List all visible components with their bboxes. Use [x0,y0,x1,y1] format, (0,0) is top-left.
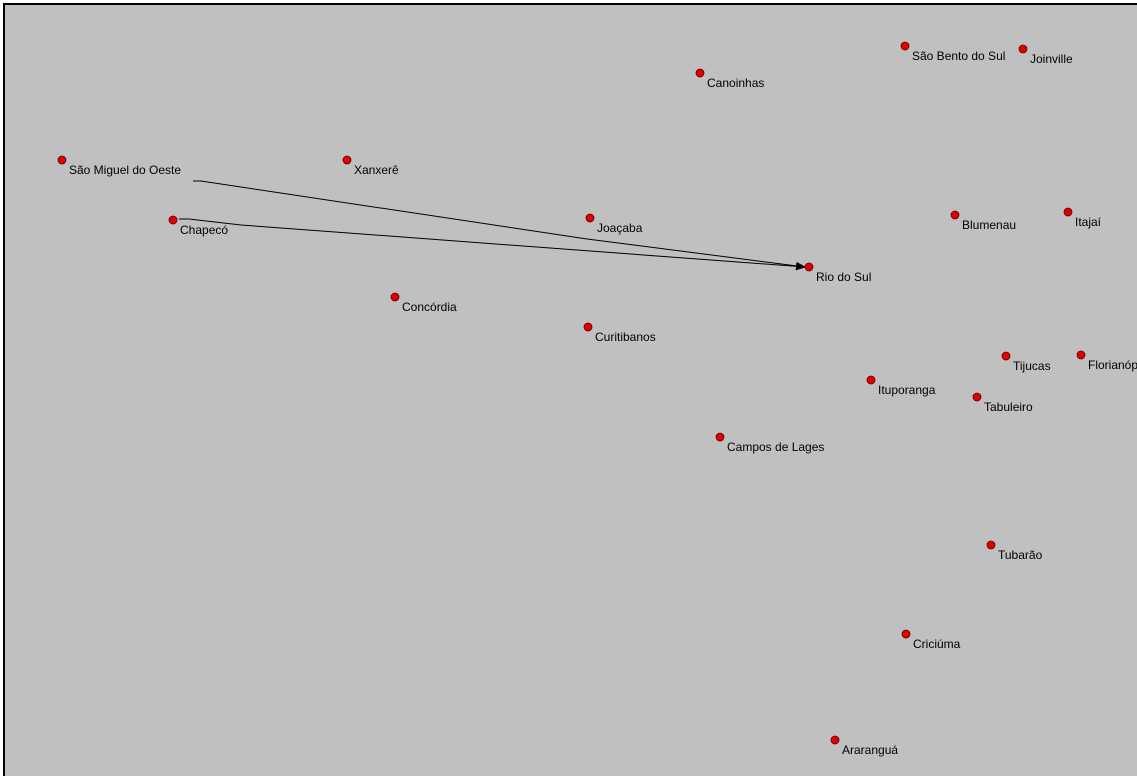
edges-layer [179,180,806,271]
city-label: São Miguel do Oeste [69,163,181,177]
city-node-joacaba[interactable]: Joaçaba [585,213,643,235]
city-node-tubarao[interactable]: Tubarão [986,540,1043,562]
edge-sao-miguel-do-oeste-to-rio-do-sul[interactable] [193,180,806,270]
city-node-canoinhas[interactable]: Canoinhas [695,68,764,90]
city-node-blumenau[interactable]: Blumenau [950,210,1016,232]
edge-chapeco-to-rio-do-sul[interactable] [179,218,806,271]
city-marker[interactable] [986,540,996,550]
city-node-itajai[interactable]: Itajaí [1063,207,1102,229]
city-marker[interactable] [1001,351,1011,361]
city-label: Florianópolis [1088,358,1137,372]
city-label: Itajaí [1075,215,1102,229]
city-marker[interactable] [695,68,705,78]
city-node-tijucas[interactable]: Tijucas [1001,351,1051,373]
city-marker[interactable] [390,292,400,302]
city-marker[interactable] [1063,207,1073,217]
city-marker[interactable] [901,629,911,639]
city-marker[interactable] [900,41,910,51]
city-node-curitibanos[interactable]: Curitibanos [583,322,656,344]
city-marker[interactable] [830,735,840,745]
city-marker[interactable] [57,155,67,165]
city-node-xanxere[interactable]: Xanxerê [342,155,399,177]
city-label: Xanxerê [354,163,399,177]
city-node-florianopolis[interactable]: Florianópolis [1076,350,1137,372]
city-label: Concórdia [402,300,457,314]
city-label: Tubarão [998,548,1043,562]
city-node-concordia[interactable]: Concórdia [390,292,457,314]
city-marker[interactable] [1076,350,1086,360]
city-node-ituporanga[interactable]: Ituporanga [866,375,936,397]
nodes-layer: São Miguel do Oeste Xanxerê Chapecó Concórd… [57,41,1137,757]
city-marker[interactable] [866,375,876,385]
city-node-sao-miguel-do-oeste[interactable]: São Miguel do Oeste [57,155,181,177]
city-marker[interactable] [804,262,814,272]
city-label: Tabuleiro [984,400,1033,414]
city-label: Araranguá [842,743,898,757]
city-label: Joaçaba [597,221,643,235]
city-marker[interactable] [585,213,595,223]
city-node-campos-de-lages[interactable]: Campos de Lages [715,432,824,454]
city-marker[interactable] [1018,44,1028,54]
map-canvas[interactable]: São Miguel do Oeste Xanxerê Chapecó Concórd… [3,3,1137,776]
city-label: Curitibanos [595,330,656,344]
city-node-tabuleiro[interactable]: Tabuleiro [972,392,1033,414]
city-label: Campos de Lages [727,440,824,454]
city-node-sao-bento-do-sul[interactable]: São Bento do Sul [900,41,1005,63]
city-label: Blumenau [962,218,1016,232]
city-label: Criciúma [913,637,961,651]
city-marker[interactable] [950,210,960,220]
city-label: Canoinhas [707,76,764,90]
graph-map[interactable]: São Miguel do Oeste Xanxerê Chapecó Concórd… [5,5,1137,776]
city-label: Ituporanga [878,383,936,397]
city-marker[interactable] [972,392,982,402]
city-label: Tijucas [1013,359,1051,373]
city-label: São Bento do Sul [912,49,1005,63]
city-node-joinville[interactable]: Joinville [1018,44,1073,66]
city-node-ararangua[interactable]: Araranguá [830,735,898,757]
city-label: Chapecó [180,223,228,237]
city-node-criciuma[interactable]: Criciúma [901,629,961,651]
city-marker[interactable] [715,432,725,442]
city-marker[interactable] [168,215,178,225]
city-node-rio-do-sul[interactable]: Rio do Sul [804,262,871,284]
city-marker[interactable] [342,155,352,165]
city-label: Joinville [1030,52,1073,66]
city-label: Rio do Sul [816,270,871,284]
city-marker[interactable] [583,322,593,332]
city-node-chapeco[interactable]: Chapecó [168,215,228,237]
